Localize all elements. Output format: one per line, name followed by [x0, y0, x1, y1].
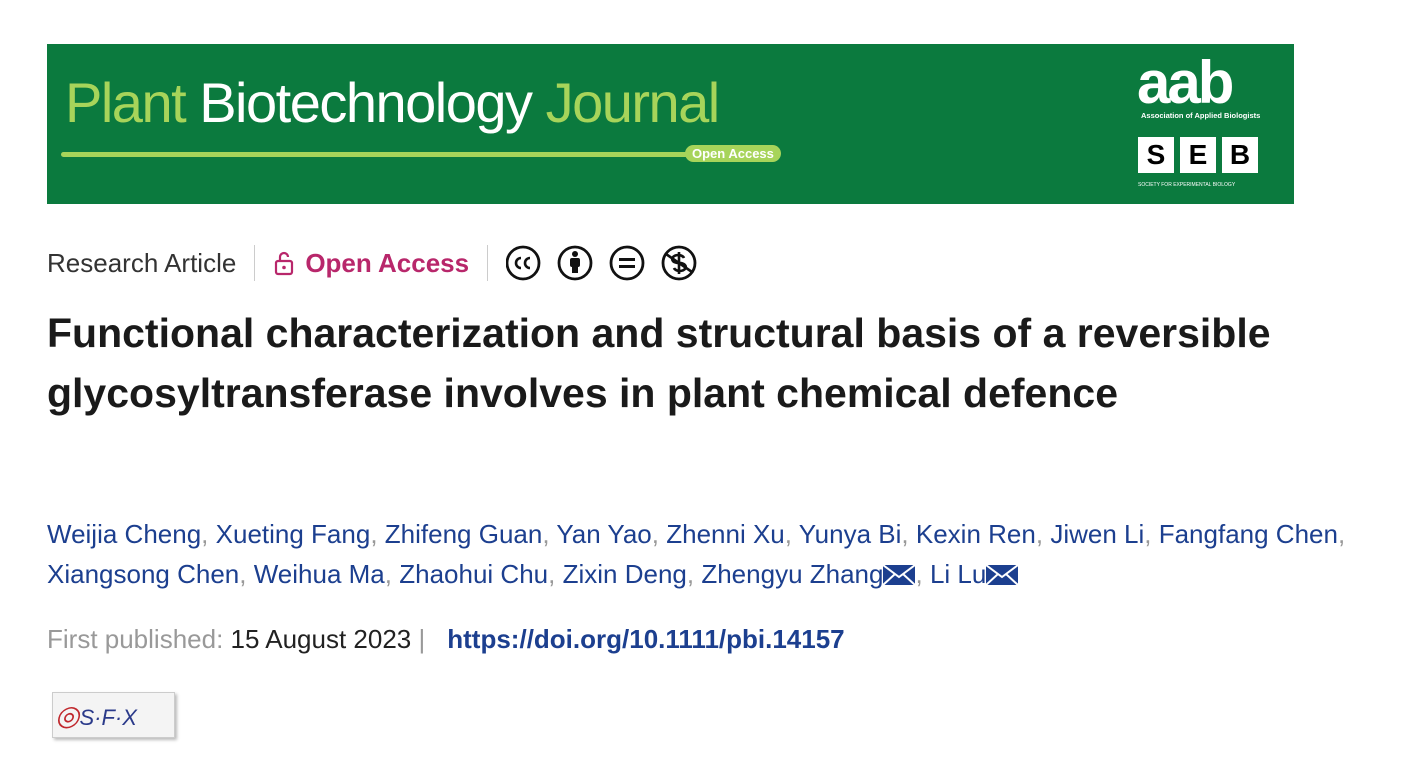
author: Fangfang Chen, — [1159, 519, 1345, 549]
publication-info: First published: 15 August 2023 | https:/… — [47, 624, 845, 655]
journal-banner[interactable]: Plant Biotechnology Journal Open Access … — [47, 44, 1294, 204]
author-name[interactable]: Yunya Bi — [798, 519, 902, 549]
published-date: 15 August 2023 — [230, 624, 412, 654]
article-title: Functional characterization and structur… — [47, 310, 1271, 416]
author-name[interactable]: Weijia Cheng — [47, 519, 202, 549]
title-word: Journal — [545, 71, 721, 134]
author: Zhengyu Zhang, — [701, 559, 922, 589]
author-name[interactable]: Li Lu — [929, 559, 987, 589]
sfx-icon: ◎ — [55, 700, 80, 731]
open-access[interactable]: Open Access — [273, 248, 469, 279]
seb-letter: E — [1180, 137, 1216, 173]
author: Weihua Ma, — [254, 559, 392, 589]
divider — [487, 245, 489, 281]
published-label: First published: — [47, 624, 224, 654]
article-meta: Research Article Open Access — [47, 244, 706, 282]
author-separator: , — [201, 519, 209, 549]
banner-line — [61, 152, 691, 157]
author-separator: , — [686, 559, 695, 589]
email-icon[interactable] — [882, 564, 917, 586]
seb-letter: S — [1138, 137, 1174, 173]
author-separator: , — [651, 519, 659, 549]
open-access-badge: Open Access — [685, 145, 781, 162]
open-access-label: Open Access — [305, 247, 470, 278]
author-name[interactable]: Zhifeng Guan — [384, 519, 543, 549]
author: Yunya Bi, — [799, 519, 909, 549]
sfx-label: S·F·X — [79, 705, 137, 730]
author-separator: , — [1144, 519, 1152, 549]
seb-subtitle: SOCIETY FOR EXPERIMENTAL BIOLOGY — [1138, 182, 1236, 188]
journal-title: Plant Biotechnology Journal — [65, 70, 721, 135]
author-name[interactable]: Weihua Ma — [253, 559, 385, 589]
title-word: Plant — [65, 71, 187, 134]
author: Xueting Fang, — [216, 519, 378, 549]
author-separator: , — [1035, 519, 1044, 549]
author-name[interactable]: Fangfang Chen — [1158, 519, 1338, 549]
author-name[interactable]: Xiangsong Chen — [47, 559, 240, 589]
seb-letter: B — [1222, 137, 1258, 173]
author: Zixin Deng, — [563, 559, 695, 589]
author-name[interactable]: Zhengyu Zhang — [701, 559, 884, 589]
author-name[interactable]: Zhenni Xu — [666, 519, 785, 549]
author-name[interactable]: Zixin Deng — [562, 559, 687, 589]
author-separator: , — [548, 559, 556, 589]
author-separator: , — [384, 559, 392, 589]
author-separator: , — [370, 519, 378, 549]
author-name[interactable]: Jiwen Li — [1050, 519, 1145, 549]
author-separator: , — [784, 519, 792, 549]
author-separator: , — [901, 519, 909, 549]
sfx-button[interactable]: ◎S·F·X — [52, 692, 175, 738]
author: Zhaohui Chu, — [399, 559, 555, 589]
author-separator: , — [915, 559, 923, 589]
author-separator: , — [542, 519, 550, 549]
author: Li Lu — [929, 559, 1020, 589]
article-type: Research Article — [47, 247, 237, 278]
author-name[interactable]: Yan Yao — [556, 519, 652, 549]
author-list: Weijia Cheng, Xueting Fang, Zhifeng Guan… — [47, 514, 1367, 594]
separator: | — [418, 624, 426, 654]
author: Jiwen Li, — [1050, 519, 1151, 549]
author-separator: , — [239, 559, 247, 589]
email-icon[interactable] — [985, 564, 1020, 586]
author: Xiangsong Chen, — [47, 559, 247, 589]
author: Kexin Ren, — [916, 519, 1043, 549]
license-icons[interactable] — [506, 244, 706, 282]
author-name[interactable]: Xueting Fang — [215, 519, 371, 549]
doi-link[interactable]: https://doi.org/10.1111/pbi.14157 — [447, 624, 845, 654]
title-word: Biotechnology — [199, 71, 533, 134]
divider — [254, 245, 256, 281]
author-name[interactable]: Zhaohui Chu — [399, 559, 549, 589]
aab-subtitle: Association of Applied Biologists — [1141, 111, 1261, 120]
author-name[interactable]: Kexin Ren — [915, 519, 1036, 549]
author: Yan Yao, — [556, 519, 659, 549]
author: Zhifeng Guan, — [385, 519, 550, 549]
author-separator: , — [1337, 519, 1346, 549]
author: Weijia Cheng, — [47, 519, 208, 549]
author: Zhenni Xu, — [666, 519, 792, 549]
lock-icon — [275, 251, 294, 276]
aab-logo: aab — [1137, 49, 1234, 116]
